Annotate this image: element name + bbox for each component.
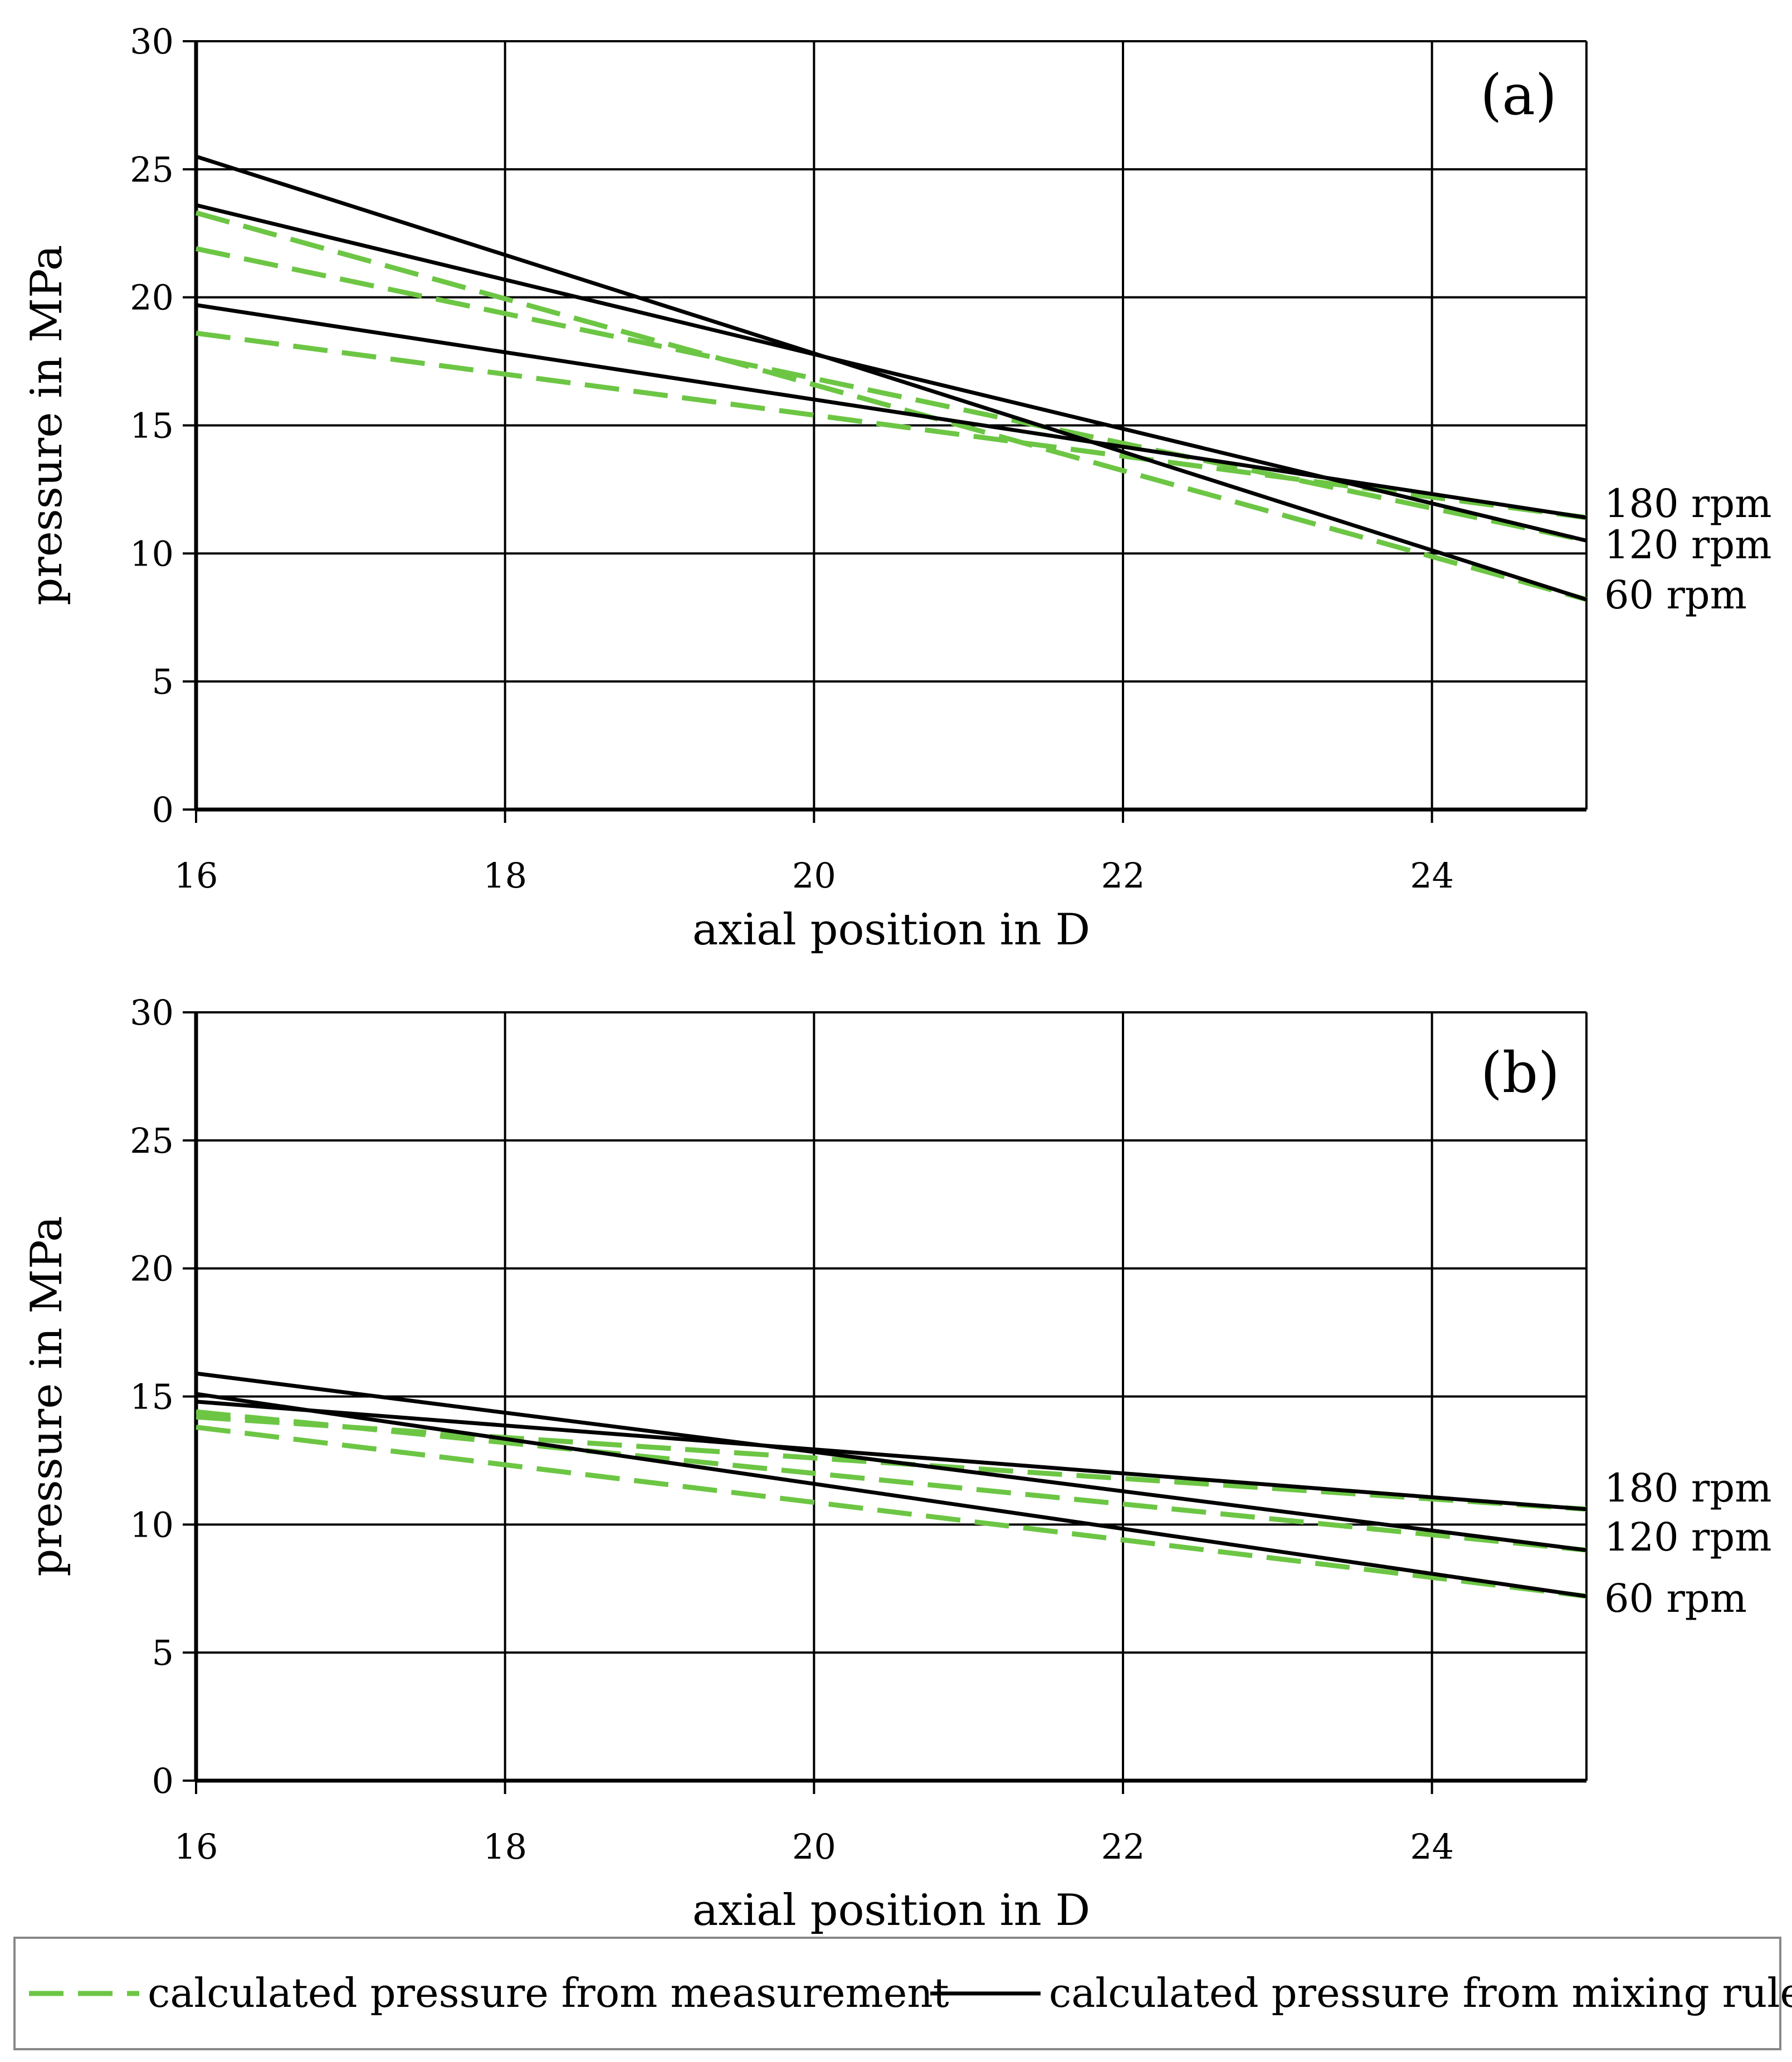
measurement-series-line <box>196 1425 1587 1599</box>
y-tick-label: 30 <box>130 21 174 62</box>
y-tick-label: 20 <box>130 1249 174 1289</box>
legend-box <box>13 1937 1781 2050</box>
x-tick-label: 20 <box>792 1826 836 1867</box>
x-tick-label: 24 <box>1410 855 1454 896</box>
y-tick-label: 20 <box>130 277 174 318</box>
y-tick-label: 30 <box>130 992 174 1033</box>
y-tick-label: 10 <box>130 1504 174 1545</box>
x-tick-label: 22 <box>1101 1826 1145 1867</box>
rpm-label: 180 rpm <box>1604 481 1772 527</box>
mixing-rule-series-line <box>196 1392 1587 1598</box>
legend-mixing-rule-label: calculated pressure from mixing rule <box>1049 1970 1792 2016</box>
x-axis-title: axial position in D <box>692 1885 1090 1936</box>
measurement-series-line <box>196 246 1587 543</box>
mixing-rule-series-line <box>196 1400 1587 1512</box>
mixing-rule-series-line <box>195 154 1588 602</box>
x-axis-title: axial position in D <box>692 905 1090 955</box>
y-tick-label: 0 <box>152 1761 174 1801</box>
y-axis-title: pressure in MPa <box>22 1216 72 1576</box>
y-tick-label: 25 <box>130 1120 174 1161</box>
panel-label: (a) <box>1480 62 1557 128</box>
x-tick-label: 24 <box>1410 1826 1454 1867</box>
panel-a: 0 5 10 15 20 25 30 16 18 20 22 24 axial position in … <box>22 21 1772 955</box>
rpm-label: 120 rpm <box>1604 1514 1772 1560</box>
mixing-rule-series-line <box>196 203 1587 543</box>
measurement-series-line <box>196 330 1587 520</box>
x-tick-label: 22 <box>1101 855 1145 896</box>
legend-measurement-label: calculated pressure from measurement <box>148 1970 949 2016</box>
x-tick-label: 18 <box>483 855 527 896</box>
y-tick-label: 25 <box>130 149 174 190</box>
y-tick-label: 0 <box>152 789 174 830</box>
rpm-label: 60 rpm <box>1604 1576 1747 1621</box>
panel-b: 0 5 10 15 20 25 30 16 18 20 22 24 axial position in … <box>22 992 1772 1936</box>
y-tick-label: 5 <box>152 1632 174 1673</box>
legend: calculated pressure from measurement cal… <box>13 1937 1792 2050</box>
mixing-rule-series-line <box>196 303 1587 520</box>
measurement-series-line <box>196 1409 1587 1553</box>
rpm-label: 60 rpm <box>1604 572 1747 618</box>
mixing-rule-series-line <box>196 1371 1587 1552</box>
rpm-label: 120 rpm <box>1604 522 1772 568</box>
y-tick-label: 15 <box>130 406 174 446</box>
y-tick-label: 15 <box>130 1377 174 1417</box>
x-tick-label: 16 <box>174 855 218 896</box>
rpm-label: 180 rpm <box>1604 1465 1772 1511</box>
measurement-series-line <box>195 210 1588 602</box>
panel-label: (b) <box>1481 1040 1560 1105</box>
x-tick-label: 20 <box>792 855 836 896</box>
x-tick-label: 16 <box>174 1826 218 1867</box>
y-axis-title: pressure in MPa <box>22 245 72 605</box>
y-tick-label: 5 <box>152 661 174 702</box>
x-tick-label: 18 <box>483 1826 527 1867</box>
y-tick-label: 10 <box>130 533 174 574</box>
